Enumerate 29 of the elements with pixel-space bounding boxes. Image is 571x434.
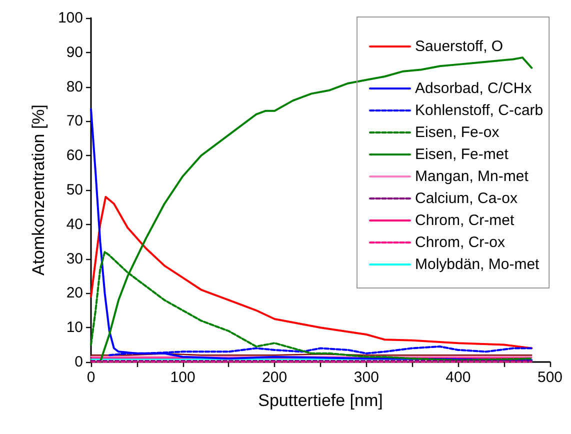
legend-label: Mangan, Mn-met <box>415 168 530 185</box>
y-tick-label: 100 <box>58 10 83 26</box>
legend-label: Kohlenstoff, C-carb <box>415 102 544 119</box>
legend-label: Eisen, Fe-ox <box>415 124 500 141</box>
legend-label: Chrom, Cr-ox <box>415 234 506 251</box>
legend-label: Chrom, Cr-met <box>415 212 515 229</box>
x-tick-label: 300 <box>354 369 379 386</box>
y-tick-label: 30 <box>66 250 83 268</box>
legend-label: Adsorbad, C/CHx <box>415 80 532 97</box>
y-tick-label: 80 <box>66 78 83 96</box>
x-axis-title: Sputtertiefe [nm] <box>258 391 383 410</box>
legend-label: Sauerstoff, O <box>415 38 504 55</box>
y-tick-label: 70 <box>66 112 83 130</box>
y-axis-title: Atomkonzentration [%] <box>29 104 48 276</box>
x-tick-label: 400 <box>446 369 471 386</box>
y-tick-label: 60 <box>66 147 83 164</box>
x-tick-label: 500 <box>537 369 563 386</box>
y-tick-label: 20 <box>66 284 83 302</box>
legend-label: Molybdän, Mo-met <box>415 256 540 273</box>
legend-label: Calcium, Ca-ox <box>415 190 518 207</box>
y-tick-label: 40 <box>66 216 83 233</box>
x-tick-label: 200 <box>262 369 288 386</box>
x-tick-label: 100 <box>170 369 196 386</box>
y-tick-label: 90 <box>66 44 83 61</box>
y-tick-label: 0 <box>74 354 83 370</box>
legend-label: Eisen, Fe-met <box>415 146 510 163</box>
y-tick-label: 10 <box>66 319 83 336</box>
y-tick-label: 50 <box>66 182 83 198</box>
x-tick-label: 0 <box>86 369 96 386</box>
